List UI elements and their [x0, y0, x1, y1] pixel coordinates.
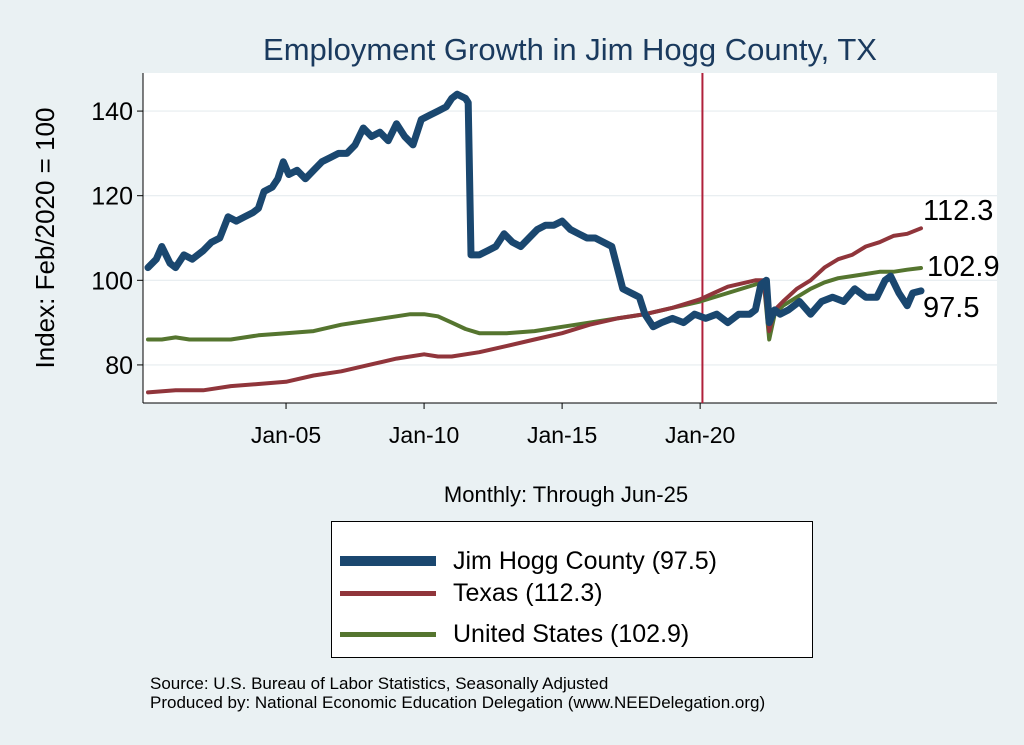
grid-lines — [143, 110, 997, 366]
producer-line: Produced by: National Economic Education… — [150, 693, 766, 712]
series-line-jim-hogg-county — [144, 90, 925, 331]
y-tick-label: 100 — [91, 267, 133, 295]
end-label: 102.9 — [927, 251, 1000, 283]
y-tick-label: 120 — [91, 183, 133, 211]
y-tick-label: 140 — [91, 98, 133, 126]
axes: 80 100 120 140 Jan-05 Jan-10 Jan-15 Jan-20 — [91, 73, 997, 448]
legend-label-united-states: United States (102.9) — [453, 619, 690, 648]
end-label: 112.3 — [923, 195, 993, 227]
source-line: Source: U.S. Bureau of Labor Statistics,… — [150, 674, 609, 693]
y-axis-label: Index: Feb/2020 = 100 — [30, 108, 60, 369]
legend: Jim Hogg County (97.5) Texas (112.3) Uni… — [331, 521, 813, 658]
x-tick-label: Jan-05 — [251, 422, 321, 448]
legend-swatch-jim-hogg — [340, 556, 436, 566]
source-note: Source: U.S. Bureau of Labor Statistics,… — [150, 674, 765, 712]
legend-label-texas: Texas (112.3) — [453, 578, 603, 607]
x-tick-label: Jan-20 — [665, 422, 735, 448]
series-line-united-states — [146, 266, 923, 342]
plot-area — [143, 73, 997, 403]
series-layer: 97.5 112.3 102.9 — [144, 73, 1000, 403]
y-tick-label: 80 — [105, 352, 133, 380]
legend-label-jim-hogg: Jim Hogg County (97.5) — [453, 546, 718, 575]
x-tick-label: Jan-10 — [389, 422, 459, 448]
chart-title: Employment Growth in Jim Hogg County, TX — [263, 32, 877, 67]
legend-swatch-texas — [340, 591, 436, 596]
end-label: 97.5 — [923, 292, 979, 324]
x-tick-label: Jan-15 — [527, 422, 597, 448]
x-axis-label: Monthly: Through Jun-25 — [444, 482, 688, 507]
legend-swatch-united-states — [340, 632, 436, 637]
